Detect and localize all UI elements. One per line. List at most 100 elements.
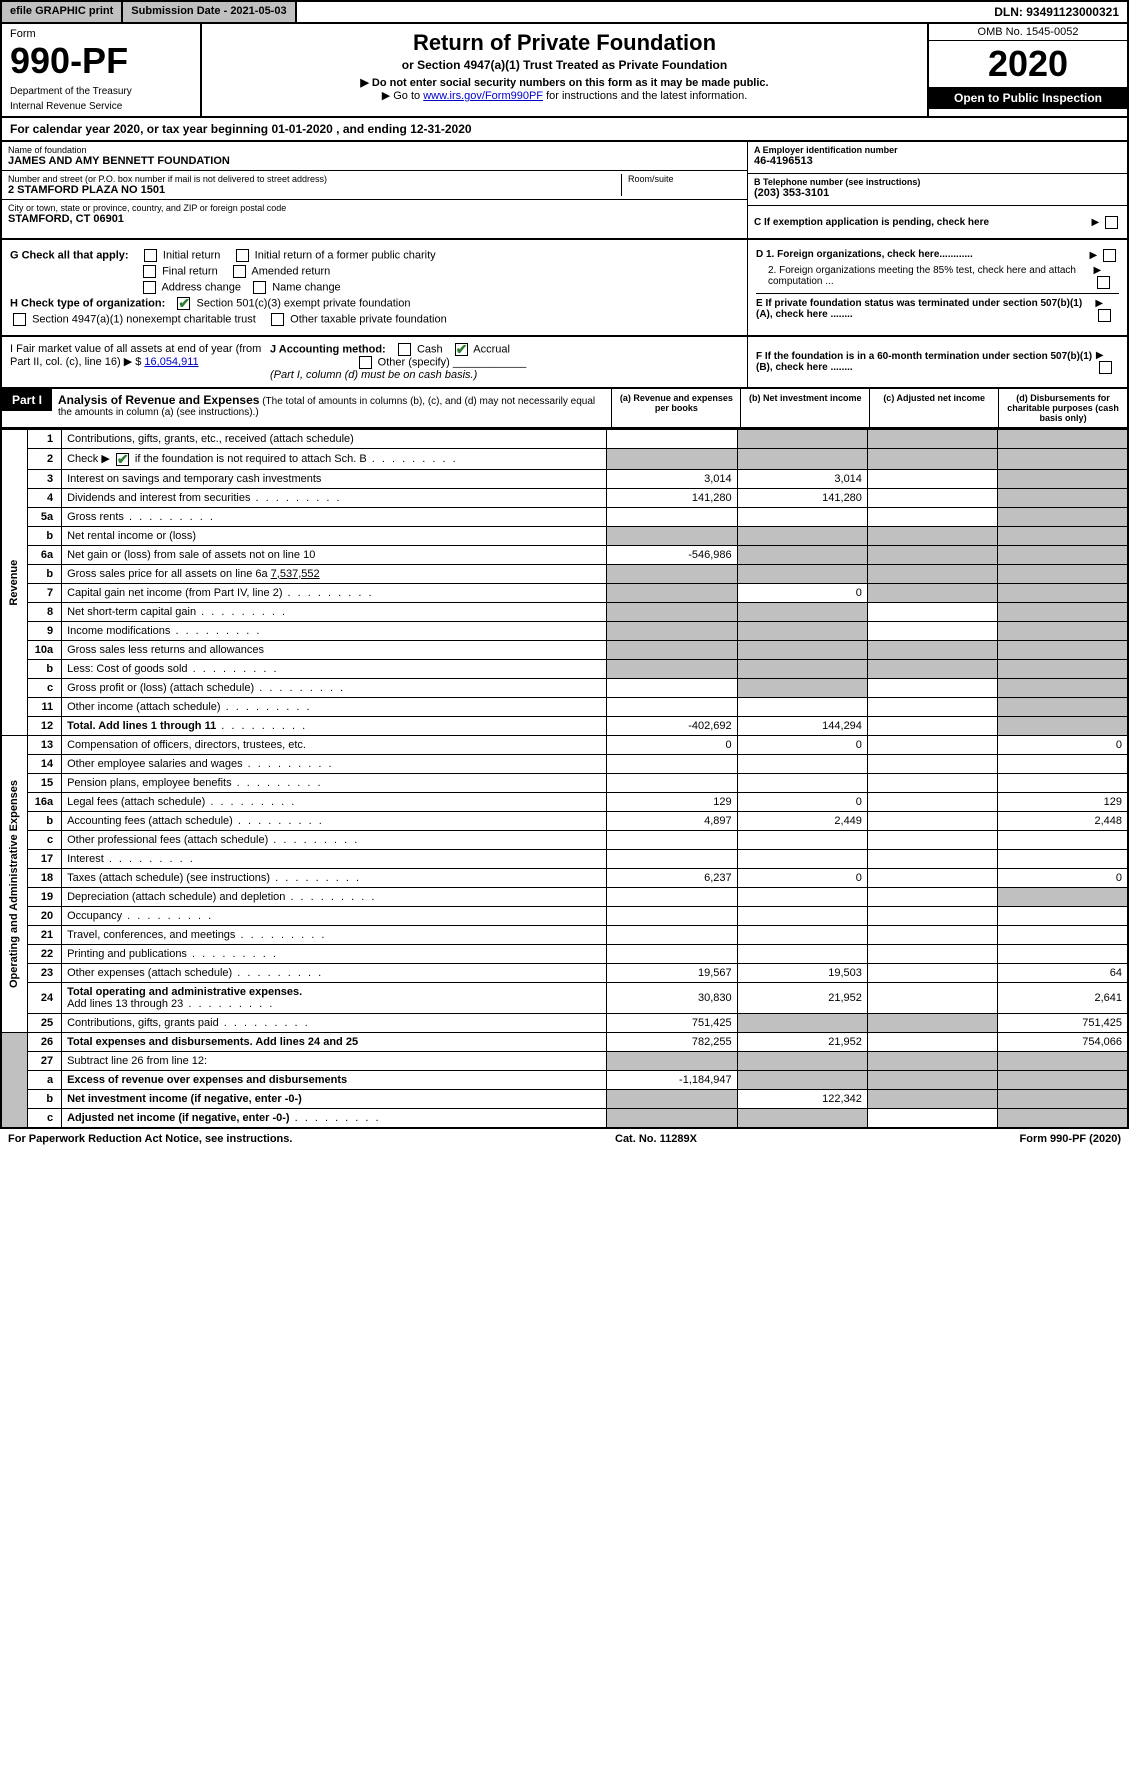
501c3-checkbox[interactable]	[177, 297, 190, 310]
e-checkbox[interactable]	[1098, 309, 1111, 322]
ein-value: 46-4196513	[754, 155, 1121, 167]
info-grid: Name of foundation JAMES AND AMY BENNETT…	[0, 142, 1129, 240]
j3-label: Other (specify)	[378, 356, 450, 368]
phone-value: (203) 353-3101	[754, 187, 1121, 199]
top-bar: efile GRAPHIC print Submission Date - 20…	[0, 0, 1129, 24]
row-14-desc: Other employee salaries and wages	[62, 754, 607, 773]
exemption-checkbox[interactable]	[1105, 216, 1118, 229]
row-4-desc: Dividends and interest from securities	[62, 488, 607, 507]
h-label: H Check type of organization:	[10, 297, 165, 309]
foundation-name: JAMES AND AMY BENNETT FOUNDATION	[8, 155, 741, 167]
d2-checkbox[interactable]	[1097, 276, 1110, 289]
row-10c-desc: Gross profit or (loss) (attach schedule)	[62, 678, 607, 697]
col-c-head: (c) Adjusted net income	[869, 389, 998, 427]
city-cell: City or town, state or province, country…	[2, 200, 747, 228]
row-13-d: 0	[998, 735, 1128, 754]
part1-title: Analysis of Revenue and Expenses	[58, 393, 259, 407]
amended-return-checkbox[interactable]	[233, 265, 246, 278]
form-header: Form 990-PF Department of the Treasury I…	[0, 24, 1129, 118]
col-d-head: (d) Disbursements for charitable purpose…	[998, 389, 1127, 427]
e-label: E If private foundation status was termi…	[756, 298, 1082, 320]
row-27b-b: 122,342	[737, 1089, 867, 1108]
other-method-checkbox[interactable]	[359, 356, 372, 369]
cal-begin: 01-01-2020	[271, 122, 332, 136]
row-18-a: 6,237	[607, 868, 737, 887]
d2-label: 2. Foreign organizations meeting the 85%…	[756, 265, 1094, 289]
street-address: 2 STAMFORD PLAZA NO 1501	[8, 184, 621, 196]
cash-checkbox[interactable]	[398, 343, 411, 356]
g1-label: Initial return	[163, 249, 220, 261]
room-label: Room/suite	[628, 174, 741, 184]
footer-mid: Cat. No. 11289X	[615, 1133, 697, 1145]
initial-return-checkbox[interactable]	[144, 249, 157, 262]
row-13-desc: Compensation of officers, directors, tru…	[62, 735, 607, 754]
form-instructions-link[interactable]: www.irs.gov/Form990PF	[423, 90, 543, 102]
dept-treasury: Department of the Treasury	[10, 86, 192, 97]
row-24-desc: Total operating and administrative expen…	[62, 982, 607, 1013]
row-27c-desc: Adjusted net income (if negative, enter …	[62, 1108, 607, 1128]
row-23-a: 19,567	[607, 963, 737, 982]
4947a1-checkbox[interactable]	[13, 313, 26, 326]
row-7-desc: Capital gain net income (from Part IV, l…	[62, 583, 607, 602]
address-cell: Number and street (or P.O. box number if…	[2, 171, 747, 200]
cal-pre: For calendar year 2020, or tax year begi…	[10, 122, 271, 136]
row-24-a: 30,830	[607, 982, 737, 1013]
row-16b-desc: Accounting fees (attach schedule)	[62, 811, 607, 830]
note-goto-pre: ▶ Go to	[382, 90, 423, 102]
form-title-block: Return of Private Foundation or Section …	[202, 24, 927, 116]
row-25-a: 751,425	[607, 1013, 737, 1032]
row-9-desc: Income modifications	[62, 621, 607, 640]
other-taxable-checkbox[interactable]	[271, 313, 284, 326]
row-12-a: -402,692	[607, 716, 737, 735]
row-6b-val: 7,537,552	[271, 568, 320, 580]
final-return-checkbox[interactable]	[143, 265, 156, 278]
j2-label: Accrual	[473, 343, 510, 355]
footer: For Paperwork Reduction Act Notice, see …	[0, 1129, 1129, 1149]
row-12-desc: Total. Add lines 1 through 11	[62, 716, 607, 735]
j-label: J Accounting method:	[270, 343, 386, 355]
row-25-desc: Contributions, gifts, grants paid	[62, 1013, 607, 1032]
schb-checkbox[interactable]	[116, 453, 129, 466]
f-checkbox[interactable]	[1099, 361, 1112, 374]
open-inspection: Open to Public Inspection	[929, 87, 1127, 109]
form-id-block: Form 990-PF Department of the Treasury I…	[2, 24, 202, 116]
revenue-section-label: Revenue	[1, 430, 27, 736]
cal-end: 12-31-2020	[410, 122, 471, 136]
efile-label[interactable]: efile GRAPHIC print	[2, 2, 123, 22]
d1-checkbox[interactable]	[1103, 249, 1116, 262]
row-3-b: 3,014	[737, 469, 867, 488]
row-13-a: 0	[607, 735, 737, 754]
row-16b-a: 4,897	[607, 811, 737, 830]
row-27a-desc: Excess of revenue over expenses and disb…	[62, 1070, 607, 1089]
note-ssn: ▶ Do not enter social security numbers o…	[360, 77, 768, 89]
accrual-checkbox[interactable]	[455, 343, 468, 356]
tax-year: 2020	[929, 41, 1127, 87]
row-11-desc: Other income (attach schedule)	[62, 697, 607, 716]
row-26-a: 782,255	[607, 1032, 737, 1051]
row-8-desc: Net short-term capital gain	[62, 602, 607, 621]
row-23-b: 19,503	[737, 963, 867, 982]
city-label: City or town, state or province, country…	[8, 203, 741, 213]
col-a-head: (a) Revenue and expenses per books	[611, 389, 740, 427]
row-26-d: 754,066	[998, 1032, 1128, 1051]
form-number: 990-PF	[10, 40, 192, 82]
cal-mid: , and ending	[333, 122, 410, 136]
row-6a-a: -546,986	[607, 545, 737, 564]
row-16a-b: 0	[737, 792, 867, 811]
fmv-link[interactable]: 16,054,911	[144, 356, 198, 368]
row-25-d: 751,425	[998, 1013, 1128, 1032]
name-change-checkbox[interactable]	[253, 281, 266, 294]
row-4-a: 141,280	[607, 488, 737, 507]
row-6b-desc: Gross sales price for all assets on line…	[62, 564, 607, 583]
exemption-cell: C If exemption application is pending, c…	[748, 206, 1127, 238]
row-16b-b: 2,449	[737, 811, 867, 830]
address-change-checkbox[interactable]	[143, 281, 156, 294]
row-27b-desc: Net investment income (if negative, ente…	[62, 1089, 607, 1108]
row-27a-a: -1,184,947	[607, 1070, 737, 1089]
row-18-b: 0	[737, 868, 867, 887]
g-label: G Check all that apply:	[10, 249, 129, 261]
note-goto-post: for instructions and the latest informat…	[543, 90, 747, 102]
d1-label: D 1. Foreign organizations, check here..…	[756, 249, 973, 260]
initial-former-checkbox[interactable]	[236, 249, 249, 262]
row-17-desc: Interest	[62, 849, 607, 868]
